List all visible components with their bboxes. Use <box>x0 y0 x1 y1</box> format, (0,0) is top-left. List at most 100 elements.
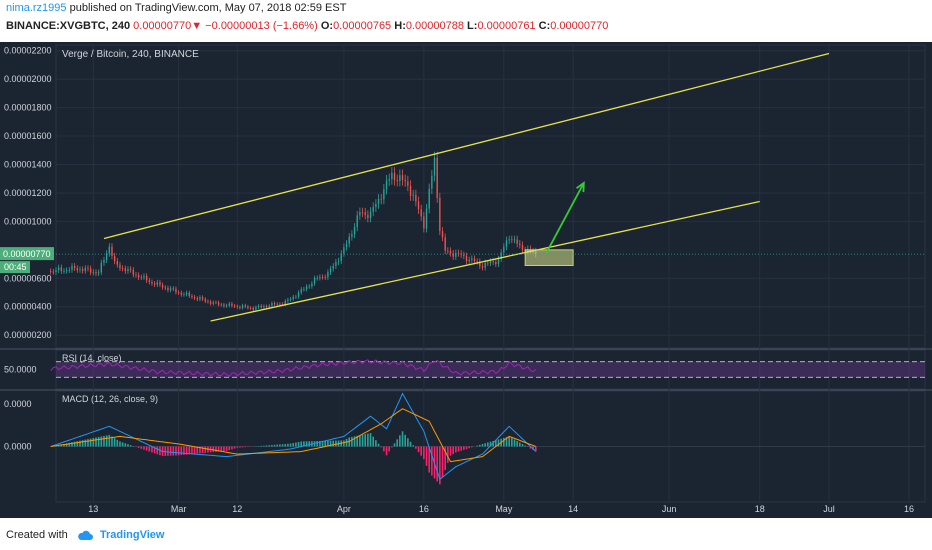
candle-body <box>52 271 55 273</box>
macd-histogram-bar <box>193 446 196 454</box>
channel-upper-line <box>103 52 830 240</box>
macd-histogram-bar <box>300 441 303 447</box>
candle-body <box>361 212 364 213</box>
time-tick-label: 13 <box>88 504 98 514</box>
candle-body <box>465 255 468 262</box>
macd-histogram-bar <box>489 441 492 447</box>
macd-histogram-bar <box>172 446 175 456</box>
candle-body <box>279 303 281 305</box>
macd-histogram-bar <box>289 443 292 447</box>
chart-area[interactable]: 0.00002200 0.00002000 0.00001800 0.00001600… <box>0 42 932 518</box>
macd-histogram-bar <box>383 446 385 452</box>
candle-body <box>193 296 196 299</box>
macd-histogram-bar <box>452 446 454 455</box>
time-tick-label: 12 <box>232 504 242 514</box>
candle-body <box>292 296 294 299</box>
macd-histogram-bar <box>223 446 225 452</box>
target-arrow-head <box>575 181 585 193</box>
macd-histogram-bar <box>460 446 462 451</box>
candle-body <box>257 305 260 308</box>
macd-histogram-bar <box>287 443 289 447</box>
candle-body <box>135 274 137 276</box>
macd-histogram-bar <box>71 442 73 447</box>
tradingview-brand[interactable]: TradingView <box>99 529 165 541</box>
candle-body <box>265 306 268 308</box>
last-price: 0.00000770 <box>133 20 192 32</box>
macd-histogram-bar <box>308 441 311 447</box>
macd-histogram-bar <box>359 435 361 447</box>
macd-histogram-bar <box>351 436 353 447</box>
macd-tick-label: 0.0000 <box>4 442 32 452</box>
candle-body <box>113 256 116 262</box>
candle-body <box>372 207 374 212</box>
candle-body <box>183 294 185 296</box>
macd-histogram-bar <box>521 443 524 447</box>
macd-histogram-bar <box>76 441 79 447</box>
candle-body <box>103 259 105 263</box>
macd-histogram-bar <box>391 446 393 448</box>
candle-body <box>481 266 484 268</box>
macd-histogram-bar <box>60 444 63 447</box>
macd-histogram-bar <box>388 446 391 452</box>
time-tick-label: Jul <box>823 504 835 514</box>
candle-body <box>351 234 353 237</box>
candle-body <box>260 305 262 308</box>
macd-histogram-bar <box>481 443 484 447</box>
close-label: C: <box>538 20 551 32</box>
macd-histogram-bar <box>231 446 233 450</box>
candle-body <box>124 268 127 272</box>
open-label: O: <box>320 20 334 32</box>
candle-body <box>511 239 513 241</box>
candle-body <box>196 298 198 300</box>
chart-background <box>0 42 932 518</box>
macd-histogram-bar <box>471 446 473 448</box>
rsi-title: RSI (14, close) <box>62 353 122 363</box>
candle-body <box>137 275 140 278</box>
macd-histogram-bar <box>279 444 281 447</box>
chart-svg[interactable]: 0.000022000.000020000.000018000.00001600… <box>0 42 932 518</box>
candle-body <box>271 303 273 306</box>
macd-histogram-bar <box>436 446 438 482</box>
candle-body <box>268 305 270 308</box>
price-tick-label: 0.00001200 <box>4 188 52 198</box>
macd-histogram-bar <box>377 443 380 447</box>
price-tick-label: 0.00000400 <box>4 302 52 312</box>
username-link[interactable]: nima.rz1995 <box>6 2 67 14</box>
candle-body <box>172 288 174 290</box>
candle-body <box>415 194 417 202</box>
candle-body <box>377 198 380 204</box>
candle-body <box>447 250 449 252</box>
candle-body <box>73 266 76 269</box>
candle-body <box>393 172 396 181</box>
candle-body <box>401 175 404 181</box>
macd-histogram-bar <box>364 434 367 447</box>
macd-histogram-bar <box>401 431 404 447</box>
candle-body <box>119 264 121 269</box>
candle-body <box>492 261 494 263</box>
macd-histogram-bar <box>159 446 161 456</box>
candle-body <box>247 306 249 308</box>
macd-histogram-bar <box>508 436 510 447</box>
candle-body <box>295 296 297 298</box>
candle-body <box>521 244 524 251</box>
candle-body <box>391 172 393 180</box>
macd-histogram-bar <box>89 438 92 447</box>
macd-histogram-bar <box>372 436 375 447</box>
candle-body <box>383 189 385 200</box>
publisher-line: nima.rz1995 published on TradingView.com… <box>6 2 346 14</box>
macd-histogram-bar <box>361 434 364 447</box>
last-price-badge <box>0 247 54 261</box>
macd-histogram-bar <box>265 445 268 447</box>
candle-body <box>407 181 409 186</box>
macd-histogram-bar <box>153 446 156 454</box>
candle-body <box>329 268 332 273</box>
candle-body <box>255 307 257 310</box>
macd-histogram-bar <box>236 446 239 448</box>
pane-frame <box>55 44 926 349</box>
candle-body <box>212 302 214 304</box>
macd-histogram-bar <box>316 441 319 447</box>
candle-body <box>385 180 388 190</box>
candle-body <box>348 236 350 244</box>
macd-histogram-bar <box>175 446 177 456</box>
candle-body <box>231 303 233 306</box>
